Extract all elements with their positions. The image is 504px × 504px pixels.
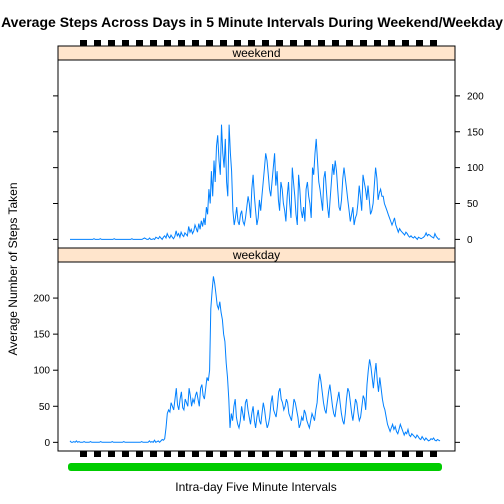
y-tick-label-weekday: 150	[33, 330, 50, 341]
top-tick-mark	[234, 40, 241, 46]
bottom-tick-mark	[332, 451, 339, 457]
bottom-tick-mark	[136, 451, 143, 457]
strip-label-weekend: weekend	[231, 46, 280, 60]
bottom-tick-mark	[346, 451, 353, 457]
y-tick-label-weekday: 0	[44, 438, 50, 449]
bottom-tick-mark	[262, 451, 269, 457]
top-tick-mark	[164, 40, 171, 46]
top-tick-mark	[430, 40, 437, 46]
bottom-tick-mark	[192, 451, 199, 457]
x-axis-tick-band	[68, 463, 442, 471]
y-tick-label-weekend: 200	[467, 91, 484, 102]
bottom-tick-mark	[402, 451, 409, 457]
top-tick-mark	[122, 40, 129, 46]
top-tick-mark	[416, 40, 423, 46]
top-tick-mark	[332, 40, 339, 46]
bottom-tick-mark	[178, 451, 185, 457]
top-tick-mark	[150, 40, 157, 46]
y-tick-label-weekend: 0	[467, 235, 473, 246]
bottom-tick-mark	[94, 451, 101, 457]
top-tick-mark	[360, 40, 367, 46]
plot-area: weekend 0 50 100 150 200 weekday 0 50 100 150 200	[33, 40, 484, 471]
bottom-tick-mark	[220, 451, 227, 457]
bottom-tick-mark	[304, 451, 311, 457]
bottom-tick-mark	[318, 451, 325, 457]
top-tick-mark	[80, 40, 87, 46]
bottom-tick-mark	[108, 451, 115, 457]
bottom-tick-mark	[388, 451, 395, 457]
bottom-tick-mark	[248, 451, 255, 457]
top-tick-mark	[276, 40, 283, 46]
top-tick-mark	[220, 40, 227, 46]
top-tick-mark	[374, 40, 381, 46]
y-tick-label-weekend: 150	[467, 127, 484, 138]
top-tick-mark	[248, 40, 255, 46]
y-tick-label-weekend: 100	[467, 163, 484, 174]
top-tick-mark	[206, 40, 213, 46]
top-tick-mark	[290, 40, 297, 46]
top-tick-mark	[262, 40, 269, 46]
strip-label-weekday: weekday	[232, 248, 280, 262]
y-tick-label-weekday: 100	[33, 366, 50, 377]
top-tick-mark	[178, 40, 185, 46]
bottom-tick-mark	[206, 451, 213, 457]
bottom-tick-mark	[416, 451, 423, 457]
bottom-tick-mark	[164, 451, 171, 457]
bottom-tick-mark	[360, 451, 367, 457]
x-axis-label: Intra-day Five Minute Intervals	[175, 480, 336, 494]
top-tick-mark	[402, 40, 409, 46]
bottom-tick-mark	[122, 451, 129, 457]
bottom-tick-mark	[430, 451, 437, 457]
series-line-weekend	[70, 124, 441, 241]
bottom-tick-mark	[290, 451, 297, 457]
top-tick-mark	[192, 40, 199, 46]
bottom-tick-mark	[150, 451, 157, 457]
bottom-tick-mark	[234, 451, 241, 457]
bottom-tick-mark	[80, 451, 87, 457]
top-tick-mark	[318, 40, 325, 46]
top-tick-mark	[388, 40, 395, 46]
y-axis-label: Average Number of Steps Taken	[6, 183, 20, 356]
top-tick-mark	[346, 40, 353, 46]
y-tick-label-weekend: 50	[467, 199, 479, 210]
top-tick-mark	[304, 40, 311, 46]
strip-weekday	[57, 247, 456, 263]
y-tick-label-weekday: 50	[39, 402, 51, 413]
y-tick-label-weekday: 200	[33, 294, 50, 305]
chart-title: Average Steps Across Days in 5 Minute In…	[1, 14, 503, 30]
bottom-tick-mark	[374, 451, 381, 457]
strip-weekend	[57, 45, 456, 61]
top-tick-mark	[136, 40, 143, 46]
bottom-tick-mark	[276, 451, 283, 457]
top-tick-mark	[94, 40, 101, 46]
top-tick-mark	[108, 40, 115, 46]
series-line-weekday	[69, 276, 441, 444]
